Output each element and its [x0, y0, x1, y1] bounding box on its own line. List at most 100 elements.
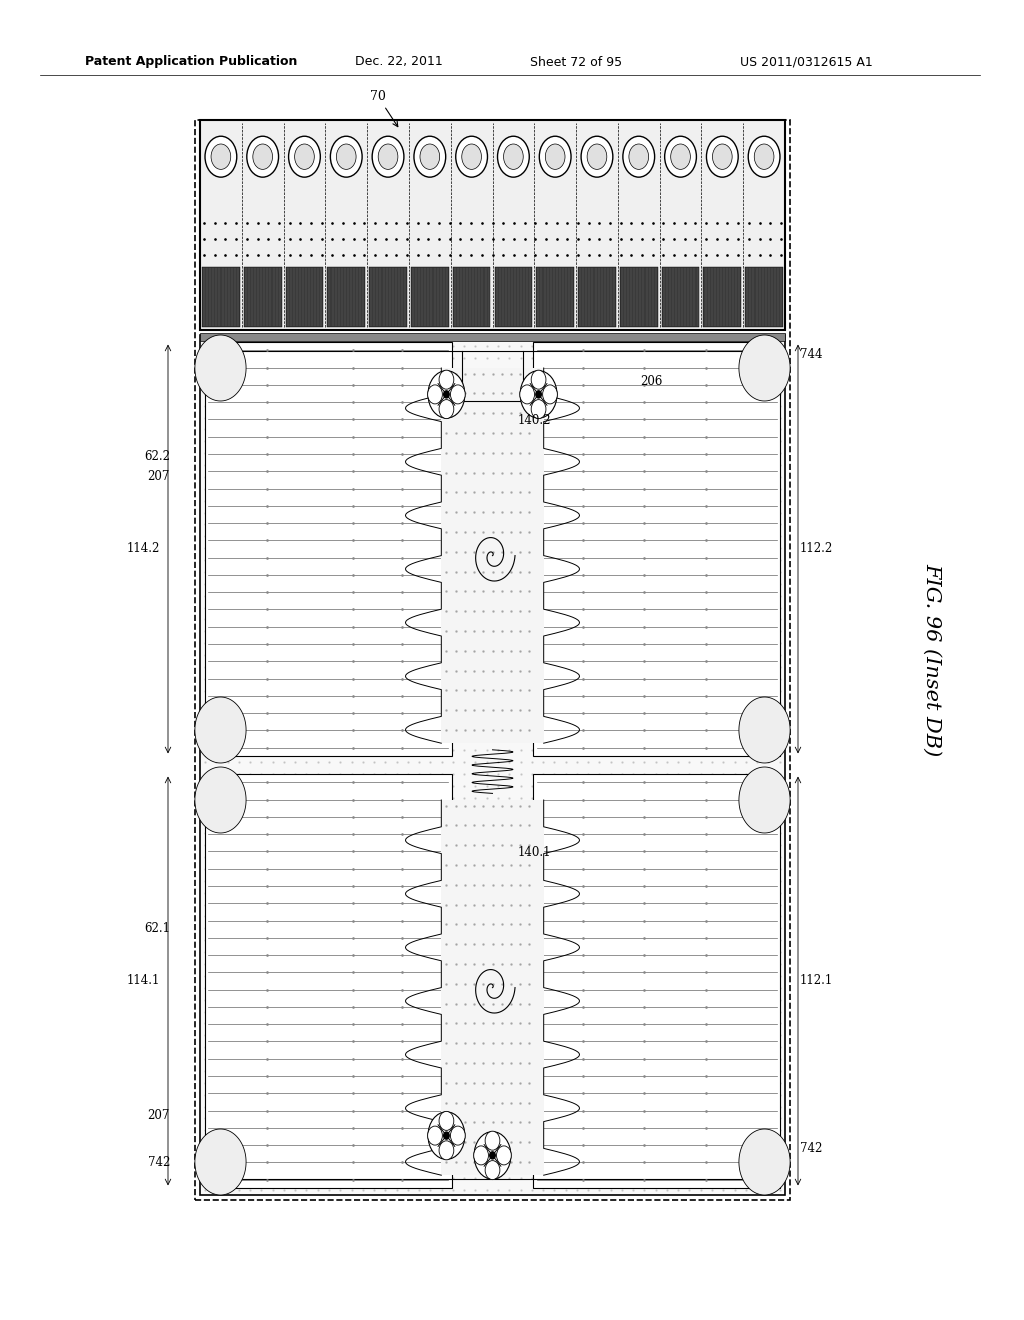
Circle shape — [462, 144, 481, 169]
Circle shape — [504, 144, 523, 169]
Circle shape — [428, 371, 465, 418]
Circle shape — [474, 1131, 511, 1179]
Polygon shape — [195, 767, 246, 833]
Circle shape — [665, 136, 696, 177]
Text: 742: 742 — [147, 1155, 170, 1168]
Polygon shape — [195, 335, 246, 401]
Text: 140.1: 140.1 — [518, 846, 552, 859]
Bar — [195, 120, 790, 1200]
Bar — [328, 267, 366, 327]
Circle shape — [439, 1111, 454, 1130]
Text: 114.1: 114.1 — [127, 974, 160, 987]
Circle shape — [489, 1152, 496, 1159]
Circle shape — [531, 370, 546, 389]
Text: 207: 207 — [147, 470, 170, 483]
Text: FIG. 96 (Inset DB): FIG. 96 (Inset DB) — [923, 564, 941, 756]
Polygon shape — [739, 767, 791, 833]
Circle shape — [485, 1131, 500, 1150]
Circle shape — [439, 1140, 454, 1160]
Circle shape — [439, 400, 454, 418]
Bar — [495, 267, 532, 327]
Bar — [441, 368, 544, 743]
Bar — [703, 267, 741, 327]
Text: Patent Application Publication: Patent Application Publication — [85, 55, 297, 69]
Circle shape — [428, 1126, 442, 1146]
Text: 206: 206 — [640, 375, 663, 388]
Circle shape — [372, 136, 403, 177]
Circle shape — [587, 144, 607, 169]
Circle shape — [543, 385, 557, 404]
Bar — [205, 774, 452, 1188]
Bar — [620, 267, 657, 327]
Circle shape — [451, 1126, 465, 1146]
Circle shape — [474, 1146, 488, 1166]
Circle shape — [531, 400, 546, 418]
Bar — [453, 267, 490, 327]
Circle shape — [707, 136, 738, 177]
Text: 70: 70 — [370, 90, 397, 127]
Bar — [200, 335, 785, 1195]
Text: US 2011/0312615 A1: US 2011/0312615 A1 — [740, 55, 872, 69]
Circle shape — [540, 136, 571, 177]
Text: Dec. 22, 2011: Dec. 22, 2011 — [355, 55, 442, 69]
Text: 742: 742 — [800, 1142, 822, 1155]
Circle shape — [498, 136, 529, 177]
Circle shape — [428, 385, 442, 404]
Circle shape — [749, 136, 780, 177]
Circle shape — [289, 136, 321, 177]
Polygon shape — [195, 697, 246, 763]
Circle shape — [536, 391, 542, 397]
Circle shape — [439, 370, 454, 389]
Circle shape — [414, 136, 445, 177]
Text: 112.2: 112.2 — [800, 543, 834, 556]
Circle shape — [211, 144, 230, 169]
Bar — [202, 267, 240, 327]
Circle shape — [443, 1133, 450, 1139]
Text: 744: 744 — [800, 348, 822, 362]
Text: 140.2: 140.2 — [518, 414, 552, 428]
Bar — [662, 267, 699, 327]
Circle shape — [623, 136, 654, 177]
Circle shape — [331, 136, 362, 177]
Circle shape — [420, 144, 439, 169]
Circle shape — [247, 136, 279, 177]
Bar — [286, 267, 324, 327]
Circle shape — [497, 1146, 511, 1166]
Bar — [205, 342, 452, 756]
Bar — [441, 800, 544, 1175]
Text: 207: 207 — [147, 1109, 170, 1122]
Bar — [411, 267, 449, 327]
Text: Sheet 72 of 95: Sheet 72 of 95 — [530, 55, 623, 69]
Polygon shape — [739, 335, 791, 401]
Circle shape — [456, 136, 487, 177]
Circle shape — [253, 144, 272, 169]
Bar — [370, 267, 407, 327]
Bar — [244, 267, 282, 327]
Bar — [534, 774, 780, 1188]
Circle shape — [337, 144, 356, 169]
Circle shape — [205, 136, 237, 177]
Bar — [534, 342, 780, 756]
Text: 62.2: 62.2 — [144, 450, 170, 463]
Bar — [200, 120, 785, 330]
Circle shape — [378, 144, 398, 169]
Circle shape — [629, 144, 648, 169]
Circle shape — [713, 144, 732, 169]
Circle shape — [485, 1160, 500, 1180]
Circle shape — [428, 1111, 465, 1159]
Text: 112.1: 112.1 — [800, 974, 834, 987]
Bar — [579, 267, 615, 327]
Bar — [200, 333, 785, 341]
Circle shape — [295, 144, 314, 169]
Polygon shape — [739, 1129, 791, 1195]
Circle shape — [546, 144, 565, 169]
Circle shape — [451, 385, 465, 404]
Circle shape — [671, 144, 690, 169]
Circle shape — [520, 371, 557, 418]
Text: 114.2: 114.2 — [127, 543, 160, 556]
Circle shape — [520, 385, 535, 404]
Polygon shape — [739, 697, 791, 763]
Polygon shape — [195, 1129, 246, 1195]
Circle shape — [581, 136, 612, 177]
Bar — [745, 267, 783, 327]
